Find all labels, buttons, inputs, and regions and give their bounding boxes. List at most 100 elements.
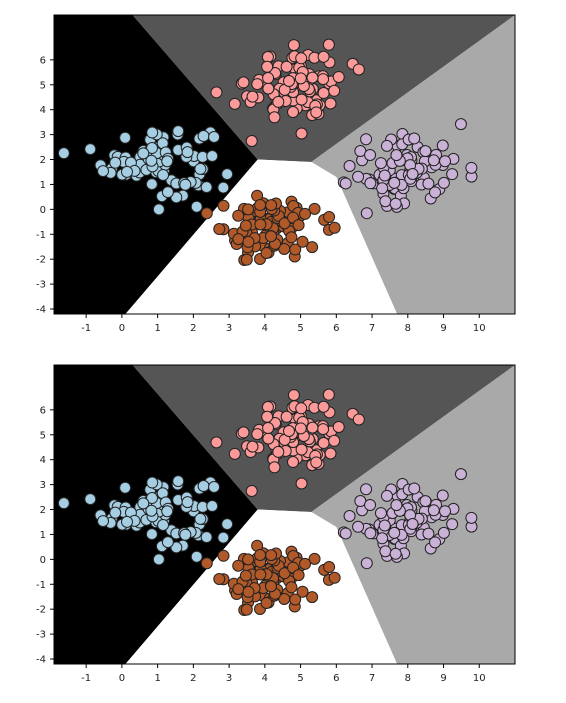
data-point — [324, 97, 337, 110]
data-point — [161, 155, 174, 168]
data-point — [268, 461, 281, 474]
data-point — [295, 402, 308, 415]
data-point — [437, 176, 450, 189]
data-point — [446, 518, 459, 531]
data-point — [295, 52, 308, 65]
data-point — [152, 553, 165, 566]
data-point — [364, 148, 377, 161]
data-point — [328, 434, 341, 447]
data-point — [145, 504, 158, 517]
data-point — [221, 168, 234, 181]
data-point — [161, 186, 174, 199]
data-point — [364, 177, 377, 190]
x-tick-label: 8 — [405, 673, 411, 684]
data-point — [254, 199, 267, 212]
data-point — [232, 583, 245, 596]
data-point — [254, 549, 267, 562]
data-points — [57, 38, 478, 267]
data-point — [181, 146, 194, 159]
data-point — [137, 147, 150, 160]
data-point — [146, 142, 159, 155]
x-tick-label: 8 — [405, 323, 411, 334]
data-point — [213, 573, 226, 586]
data-point — [446, 168, 459, 181]
data-point — [378, 169, 391, 182]
y-tick-label: 0 — [40, 555, 46, 566]
x-tick-label: 1 — [154, 673, 160, 684]
data-point — [287, 106, 299, 119]
x-tick-label: 1 — [154, 323, 160, 334]
data-point — [422, 527, 435, 540]
x-tick-label: 7 — [369, 673, 375, 684]
data-point — [339, 527, 352, 540]
data-point — [264, 580, 277, 593]
y-tick-label: -3 — [36, 630, 46, 641]
data-point — [232, 209, 245, 222]
data-point — [208, 131, 221, 144]
data-point — [206, 500, 219, 513]
data-point — [119, 131, 132, 144]
data-point — [296, 585, 309, 598]
data-point — [295, 93, 308, 106]
data-point — [427, 154, 440, 167]
data-point — [170, 191, 183, 204]
data-point — [179, 178, 192, 191]
y-tick-label: 6 — [40, 55, 46, 66]
data-point — [332, 420, 345, 433]
y-tick-label: 4 — [40, 105, 46, 116]
data-point — [245, 484, 258, 497]
data-point — [278, 217, 291, 230]
data-point — [157, 169, 170, 182]
plot-frame — [53, 14, 516, 315]
data-point — [268, 111, 281, 124]
data-point — [390, 499, 403, 512]
data-point — [232, 559, 245, 572]
data-point — [190, 200, 203, 213]
data-point — [317, 423, 330, 436]
data-point — [360, 133, 373, 146]
data-point — [380, 489, 393, 502]
data-point — [352, 413, 365, 426]
data-point — [299, 207, 312, 220]
data-point — [254, 568, 267, 581]
data-point — [352, 63, 365, 76]
y-tick-label: -4 — [36, 655, 46, 666]
y-tick-label: 2 — [40, 155, 46, 166]
data-point — [380, 139, 393, 152]
y-tick-label: 3 — [40, 480, 46, 491]
data-point — [419, 145, 432, 158]
y-tick-label: 1 — [40, 530, 46, 541]
data-point — [242, 235, 255, 248]
data-point — [364, 498, 377, 511]
data-point — [161, 505, 174, 518]
data-point — [282, 75, 295, 88]
data-point — [246, 440, 259, 453]
data-point — [437, 526, 450, 539]
x-tick-label: -1 — [81, 323, 91, 334]
data-point — [194, 512, 207, 525]
data-point — [200, 557, 213, 570]
data-point — [146, 492, 159, 505]
data-point — [295, 443, 308, 456]
data-point — [146, 126, 159, 139]
data-point — [364, 527, 377, 540]
data-point — [197, 130, 210, 143]
data-point — [285, 231, 298, 244]
x-tick-label: 4 — [262, 673, 268, 684]
data-point — [408, 132, 421, 145]
data-point — [200, 181, 213, 194]
plot-frame — [53, 364, 516, 665]
x-tick-label: 3 — [226, 323, 232, 334]
data-point — [280, 60, 293, 73]
data-point — [439, 155, 452, 168]
data-point — [251, 78, 264, 91]
data-point — [376, 532, 389, 545]
data-points — [57, 388, 478, 617]
y-tick-label: 1 — [40, 180, 46, 191]
x-tick-label: 5 — [297, 673, 303, 684]
y-tick-label: 2 — [40, 505, 46, 516]
data-point — [194, 162, 207, 175]
x-tick-label: 6 — [333, 323, 339, 334]
data-point — [296, 235, 309, 248]
data-point — [237, 426, 250, 439]
